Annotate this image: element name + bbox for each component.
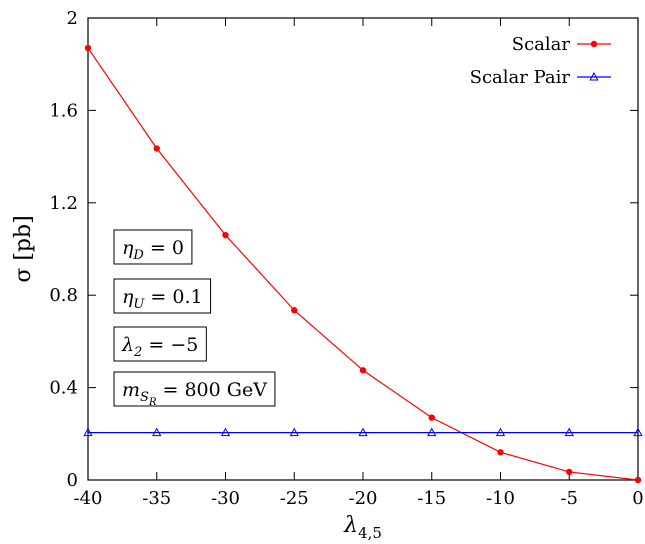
scalar-point (84, 44, 92, 52)
y-tick-label: 2 (67, 8, 78, 29)
scalar-pair-point (152, 427, 162, 437)
param-box-1: ηU = 0.1 (113, 278, 212, 314)
legend-marker-scalar-pair (589, 71, 599, 81)
y-tick-label: 0.4 (49, 378, 78, 399)
scalar-point (222, 231, 229, 239)
legend: Scalar Scalar Pair (470, 34, 611, 88)
scalar-point (291, 307, 298, 314)
scalar-pair-point (289, 427, 299, 437)
y-tick-label: 0 (67, 470, 78, 491)
series-layer (83, 44, 643, 484)
x-tick-label: -20 (349, 488, 378, 509)
param-box-border (113, 278, 212, 314)
parameter-boxes: ηD = 0 ηU = 0.1 λ2 = −5 mSR = 800 GeV (113, 229, 276, 408)
y-tick-label: 0.8 (49, 285, 78, 306)
scalar-pair-point (358, 427, 368, 437)
legend-label-scalar: Scalar (512, 34, 571, 55)
param-text: mSR = 800 GeV (122, 379, 267, 408)
scalar-pair-point (495, 427, 506, 437)
scalar-point (497, 449, 504, 456)
scalar-pair-point (633, 427, 643, 437)
axis-titles: λ4,5 σ [pb] (11, 215, 382, 542)
x-tick-label: -40 (74, 488, 103, 509)
param-box-0: ηD = 0 (113, 229, 193, 265)
x-axis-title: λ4,5 (343, 513, 382, 542)
x-tick-label: -15 (417, 488, 446, 509)
x-tick-label: -5 (560, 488, 578, 509)
param-text: ηD = 0 (122, 237, 184, 263)
param-box-2: λ2 = −5 (113, 326, 207, 362)
scalar-pair-point (427, 427, 437, 437)
scalar-point (634, 476, 642, 484)
param-box-border (113, 229, 193, 265)
y-axis-title: σ [pb] (11, 215, 36, 282)
x-tick-label: -10 (486, 488, 515, 509)
scalar-point (566, 468, 573, 476)
legend-marker-scalar (590, 40, 598, 48)
param-box-border (113, 326, 207, 362)
param-text: ηU = 0.1 (122, 286, 203, 312)
x-tick-label: -25 (280, 488, 309, 509)
x-tick-label: 0 (632, 488, 643, 509)
param-text: λ2 = −5 (121, 334, 198, 360)
param-box-3: mSR = 800 GeV (113, 371, 276, 408)
axis-ticks: -40 -35 -30 -25 -20 -15 -10 -5 0 0 0.4 0.8 1.2 1.6 2 (49, 8, 643, 509)
y-tick-label: 1.2 (49, 193, 78, 214)
scalar-point (359, 367, 367, 374)
x-tick-label: -30 (211, 488, 240, 509)
x-tick-label: -35 (142, 488, 171, 509)
scalar-pair-point (220, 427, 231, 437)
legend-label-scalar-pair: Scalar Pair (470, 67, 571, 88)
scalar-pair-point (83, 427, 93, 437)
scalar-point (428, 414, 435, 421)
param-box-border (113, 371, 276, 407)
scalar-pair-point (564, 427, 574, 437)
y-tick-label: 1.6 (49, 100, 78, 121)
scalar-point (153, 145, 160, 152)
